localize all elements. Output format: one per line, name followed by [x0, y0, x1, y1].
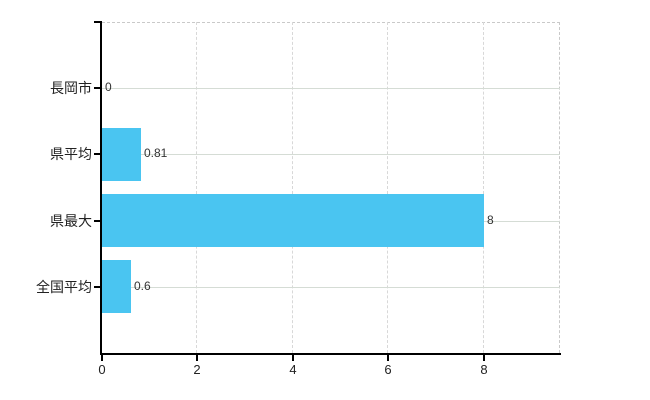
- y-axis-tick: [94, 87, 102, 89]
- x-axis-line: [100, 353, 561, 355]
- x-tick-label-5: 8: [480, 362, 488, 377]
- value-label-4: 0.6: [134, 279, 151, 293]
- x-tick-label-1: 0: [98, 362, 106, 377]
- horizontal-gridline: [102, 88, 560, 89]
- y-axis-line: [100, 22, 102, 355]
- y-axis-tick: [94, 220, 102, 222]
- category-label-4: 全国平均: [36, 279, 92, 295]
- value-label-2: 0.81: [144, 146, 168, 160]
- plot-top-border: [102, 22, 560, 23]
- category-label-2: 県平均: [50, 146, 92, 162]
- x-tick-label-4: 6: [384, 362, 392, 377]
- horizontal-gridline: [102, 287, 560, 288]
- x-axis-tick: [196, 355, 198, 361]
- bar-4: [102, 260, 131, 313]
- x-axis-tick: [483, 355, 485, 361]
- x-tick-label-3: 4: [289, 362, 297, 377]
- bar-2: [102, 128, 141, 181]
- vertical-gridline: [387, 22, 389, 353]
- bar-3: [102, 194, 484, 247]
- y-axis-tick: [94, 286, 102, 288]
- horizontal-gridline: [102, 154, 560, 155]
- plot-right-border: [559, 22, 560, 353]
- x-tick-label-2: 2: [193, 362, 201, 377]
- category-label-1: 長岡市: [50, 80, 92, 96]
- y-axis-top-tick: [94, 21, 102, 23]
- value-label-3: 8: [487, 213, 494, 227]
- x-axis-tick: [101, 355, 103, 361]
- x-axis-tick: [387, 355, 389, 361]
- category-label-3: 県最大: [50, 213, 92, 229]
- vertical-gridline: [196, 22, 198, 353]
- y-axis-tick: [94, 153, 102, 155]
- vertical-gridline: [482, 22, 484, 353]
- vertical-gridline: [291, 22, 293, 353]
- x-axis-tick: [292, 355, 294, 361]
- value-label-1: 0: [105, 80, 112, 94]
